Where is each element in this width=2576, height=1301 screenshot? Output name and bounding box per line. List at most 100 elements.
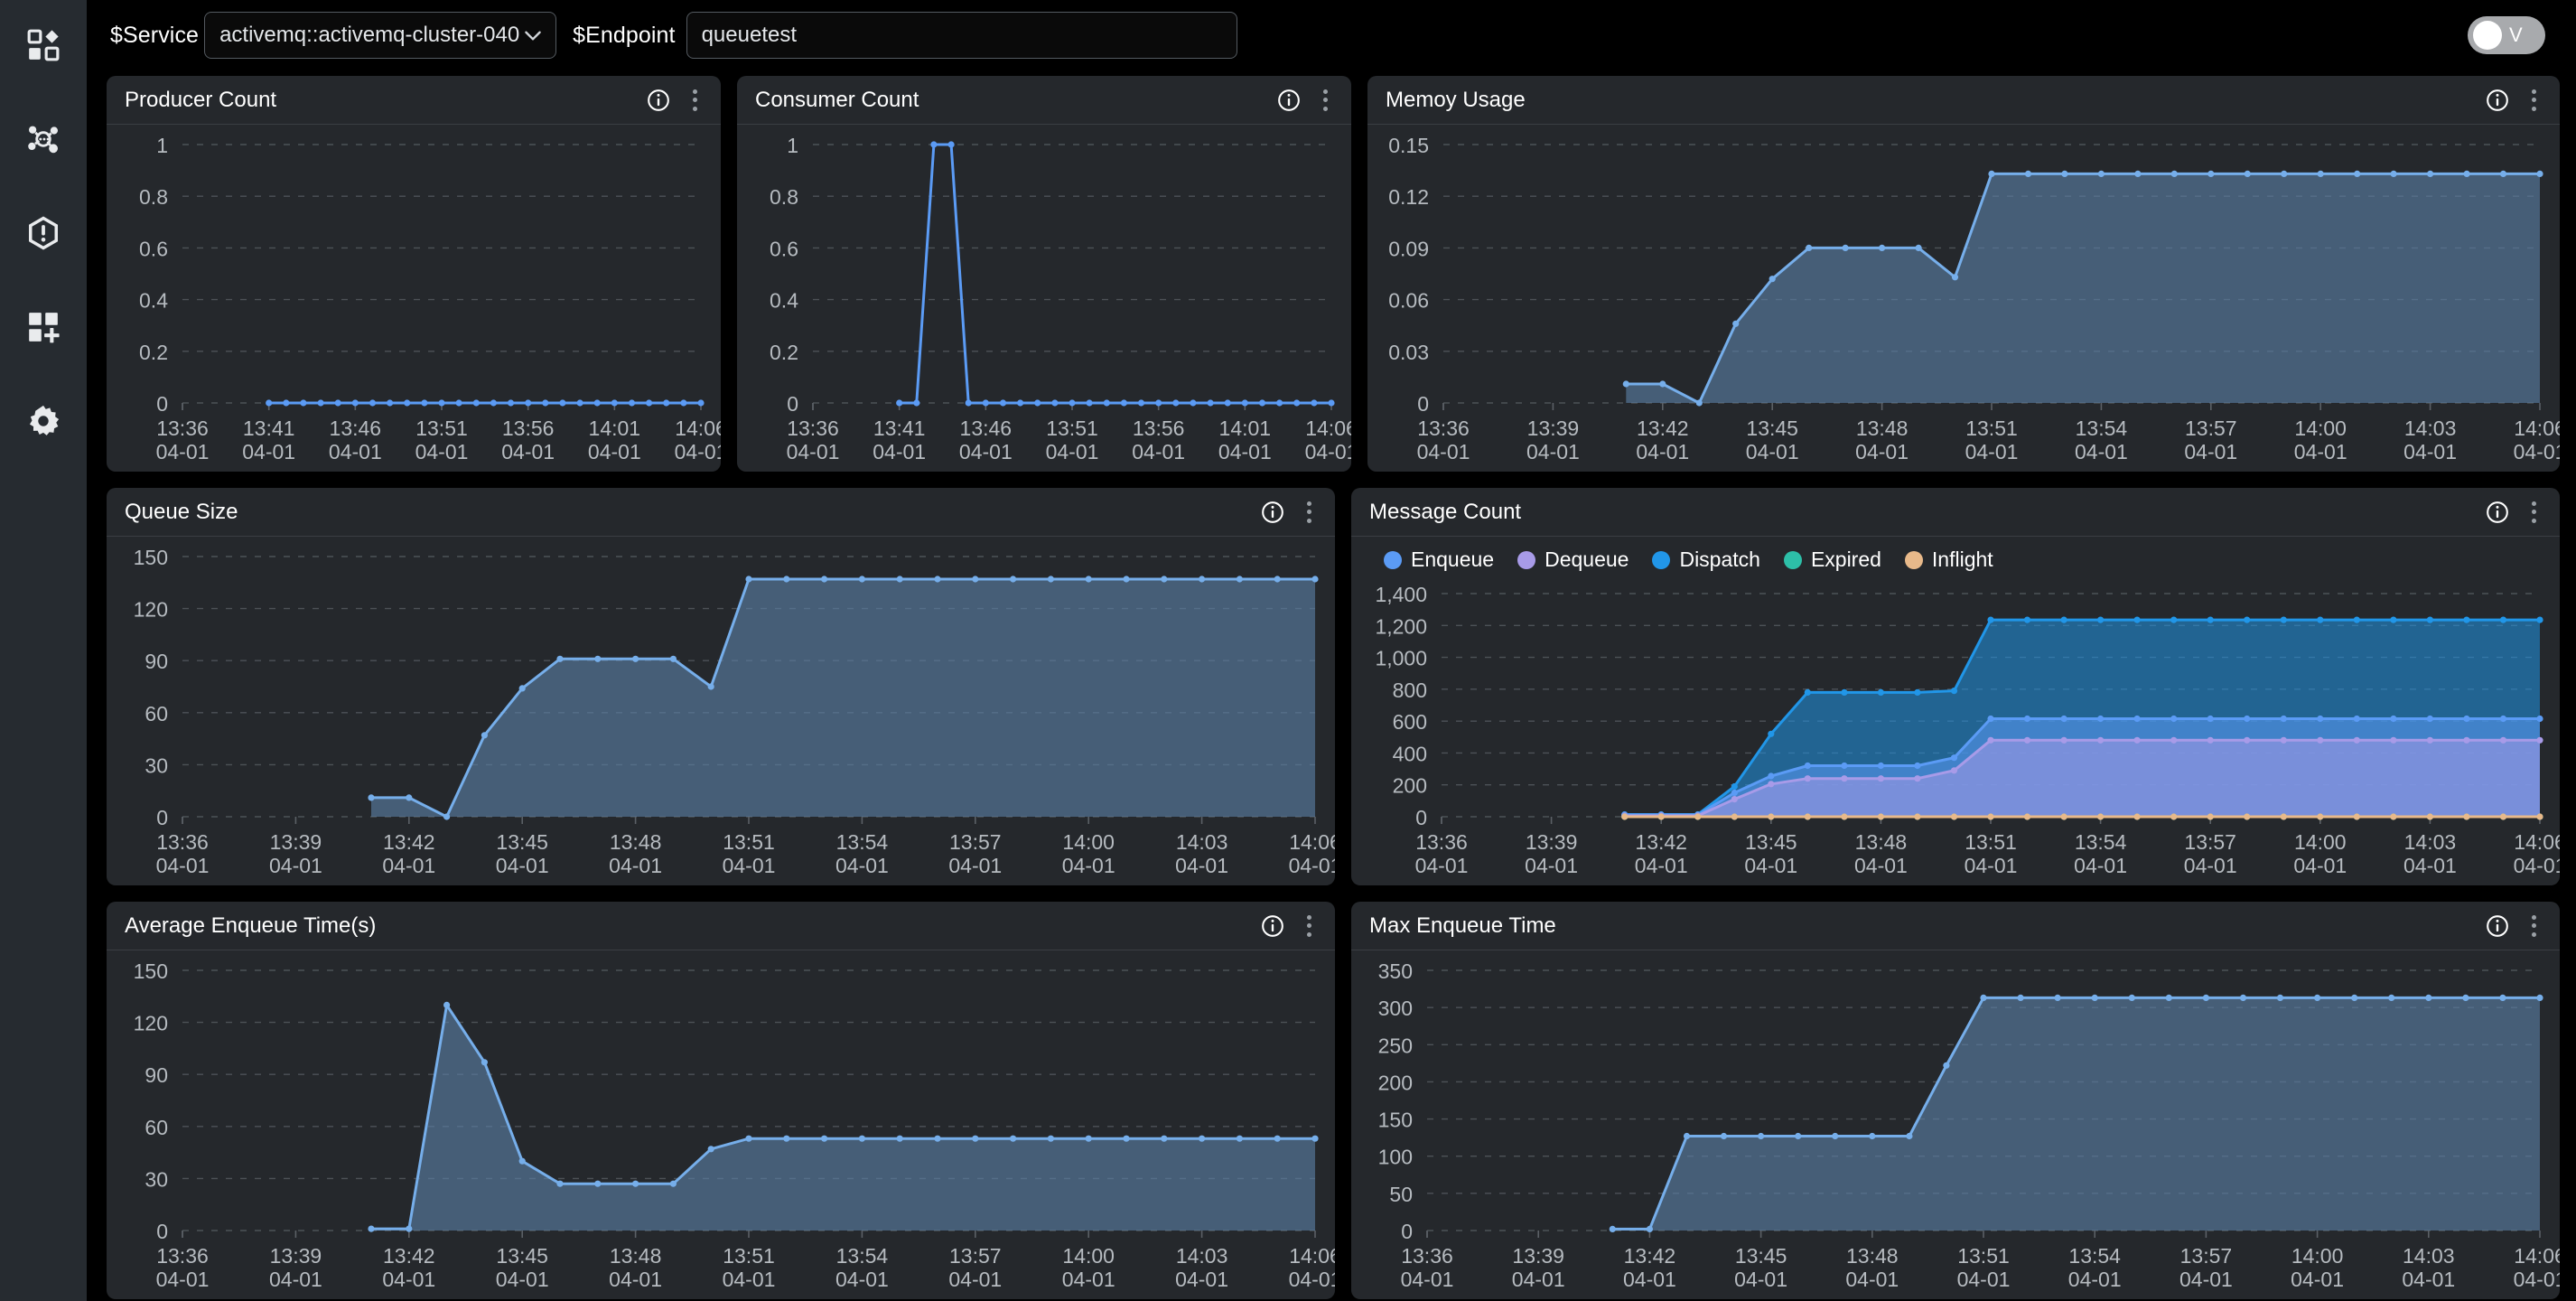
sidebar-item-settings[interactable] xyxy=(20,399,67,446)
panel-header: Producer Count xyxy=(107,76,721,125)
svg-text:04-01: 04-01 xyxy=(1401,1268,1454,1291)
svg-text:04-01: 04-01 xyxy=(242,440,295,463)
svg-text:0.2: 0.2 xyxy=(139,341,168,364)
svg-text:13:39: 13:39 xyxy=(1527,417,1580,440)
endpoint-variable-label: $Endpoint xyxy=(573,22,676,48)
legend-item-expired[interactable]: Expired xyxy=(1783,548,1881,572)
info-icon[interactable] xyxy=(2486,89,2509,112)
info-icon[interactable] xyxy=(1261,914,1284,938)
service-select[interactable]: activemq::activemq-cluster-040 xyxy=(204,12,557,59)
info-icon[interactable] xyxy=(2486,501,2509,524)
panel-header-actions xyxy=(2486,499,2543,526)
chart-consumer-count[interactable]: 0 0.2 0.4 0.6 0.8 1 13:36 04-01 13:41 04-01 13:46 0… xyxy=(737,125,1351,472)
chart-queue-size[interactable]: 0 30 60 90 120 150 13:36 04-01 13:39 04-01 13:42 04… xyxy=(107,537,1335,885)
svg-text:04-01: 04-01 xyxy=(723,1268,776,1291)
svg-text:04-01: 04-01 xyxy=(382,1268,435,1291)
sidebar-item-add-widget[interactable] xyxy=(20,305,67,352)
panel-header: Max Enqueue Time xyxy=(1351,902,2560,950)
svg-text:13:39: 13:39 xyxy=(1512,1244,1564,1268)
svg-text:13:56: 13:56 xyxy=(502,417,555,440)
svg-text:100: 100 xyxy=(1378,1146,1413,1169)
panel-menu-icon[interactable] xyxy=(685,87,705,114)
panel-header-actions xyxy=(647,87,705,114)
svg-text:0.6: 0.6 xyxy=(139,237,168,260)
svg-text:13:48: 13:48 xyxy=(1856,417,1909,440)
panel-header-actions xyxy=(1261,913,1319,940)
legend-label: Dequeue xyxy=(1545,548,1629,571)
svg-text:90: 90 xyxy=(145,1063,168,1087)
alert-hexagon-icon xyxy=(26,216,61,255)
dashboard-row-3: Average Enqueue Time(s) 0 30 60 90 120 150 13:… xyxy=(107,902,2560,1299)
panel-header: Consumer Count xyxy=(737,76,1351,125)
info-icon[interactable] xyxy=(1277,89,1301,112)
view-mode-toggle[interactable]: V xyxy=(2468,16,2545,54)
svg-text:04-01: 04-01 xyxy=(609,854,662,877)
svg-text:04-01: 04-01 xyxy=(588,440,641,463)
svg-text:0.8: 0.8 xyxy=(770,185,798,209)
svg-text:300: 300 xyxy=(1378,997,1413,1020)
svg-text:600: 600 xyxy=(1393,710,1427,734)
svg-text:14:06: 14:06 xyxy=(675,417,721,440)
svg-text:14:00: 14:00 xyxy=(1062,1244,1115,1268)
svg-text:04-01: 04-01 xyxy=(1512,1268,1565,1291)
sidebar xyxy=(0,0,87,1301)
svg-text:60: 60 xyxy=(145,702,168,725)
dashboard-grid: Producer Count 0 0.2 0.4 0.6 0.8 1 13:36 04-01 1… xyxy=(87,70,2576,1301)
svg-text:13:45: 13:45 xyxy=(496,830,548,854)
svg-text:04-01: 04-01 xyxy=(1062,1268,1115,1291)
legend-color-swatch xyxy=(1517,550,1536,569)
svg-text:04-01: 04-01 xyxy=(1965,440,2019,463)
chart-message-count[interactable]: 0 200 400 600 800 1,000 1,200 1,400 13:36 04-01 13… xyxy=(1351,574,2560,885)
svg-text:04-01: 04-01 xyxy=(1623,1268,1676,1291)
svg-text:14:03: 14:03 xyxy=(2404,417,2457,440)
panel-menu-icon[interactable] xyxy=(2524,87,2543,114)
svg-text:0.6: 0.6 xyxy=(770,237,798,260)
svg-text:04-01: 04-01 xyxy=(609,1268,662,1291)
svg-text:04-01: 04-01 xyxy=(2075,440,2128,463)
endpoint-input[interactable] xyxy=(701,23,1222,48)
panel-memory-usage: Memoy Usage 0 0.03 0.06 0.09 0.12 0.15 13:36 04… xyxy=(1367,76,2560,472)
svg-text:14:03: 14:03 xyxy=(2404,830,2457,854)
chart-average-enqueue-time[interactable]: 0 30 60 90 120 150 13:36 04-01 13:39 04-01 13:42 04… xyxy=(107,950,1335,1299)
panel-menu-icon[interactable] xyxy=(1299,499,1319,526)
sidebar-item-alarm[interactable] xyxy=(20,211,67,258)
svg-text:04-01: 04-01 xyxy=(1965,854,2018,877)
svg-text:13:54: 13:54 xyxy=(2075,830,2127,854)
panel-title: Producer Count xyxy=(125,87,277,112)
legend-item-dequeue[interactable]: Dequeue xyxy=(1517,548,1629,572)
legend-item-dispatch[interactable]: Dispatch xyxy=(1652,548,1760,572)
svg-text:04-01: 04-01 xyxy=(156,854,210,877)
svg-text:14:00: 14:00 xyxy=(2294,417,2347,440)
svg-text:0: 0 xyxy=(156,1220,168,1243)
svg-text:04-01: 04-01 xyxy=(873,440,926,463)
svg-text:13:48: 13:48 xyxy=(610,830,662,854)
panel-menu-icon[interactable] xyxy=(2524,913,2543,940)
panel-menu-icon[interactable] xyxy=(1315,87,1335,114)
sidebar-item-topology[interactable] xyxy=(20,117,67,164)
info-icon[interactable] xyxy=(1261,501,1284,524)
sidebar-item-dashboard[interactable] xyxy=(20,23,67,70)
panel-menu-icon[interactable] xyxy=(2524,499,2543,526)
svg-text:0.06: 0.06 xyxy=(1388,289,1429,313)
svg-text:13:41: 13:41 xyxy=(243,417,295,440)
svg-text:04-01: 04-01 xyxy=(1744,854,1797,877)
chart-max-enqueue-time[interactable]: 0 50 100 150 200 250 300 350 13:36 04-01 13:39 04-0… xyxy=(1351,950,2560,1299)
svg-text:04-01: 04-01 xyxy=(948,1268,1002,1291)
panel-header: Queue Size xyxy=(107,488,1335,537)
chart-memory-usage[interactable]: 0 0.03 0.06 0.09 0.12 0.15 13:36 04-01 13:39 04-0… xyxy=(1367,125,2560,472)
legend-color-swatch xyxy=(1904,550,1923,569)
chart-producer-count[interactable]: 0 0.2 0.4 0.6 0.8 1 13:36 04-01 13:41 04-01 13:46 0… xyxy=(107,125,721,472)
info-icon[interactable] xyxy=(647,89,670,112)
panel-header: Message Count xyxy=(1351,488,2560,537)
panel-menu-icon[interactable] xyxy=(1299,913,1319,940)
info-icon[interactable] xyxy=(2486,914,2509,938)
legend-item-inflight[interactable]: Inflight xyxy=(1904,548,1993,572)
svg-text:04-01: 04-01 xyxy=(1305,440,1351,463)
endpoint-input-wrapper[interactable] xyxy=(686,12,1237,59)
svg-text:04-01: 04-01 xyxy=(1415,854,1469,877)
svg-text:13:51: 13:51 xyxy=(415,417,468,440)
legend-item-enqueue[interactable]: Enqueue xyxy=(1384,548,1494,572)
svg-text:14:06: 14:06 xyxy=(1289,830,1335,854)
svg-text:13:45: 13:45 xyxy=(1745,830,1797,854)
svg-text:04-01: 04-01 xyxy=(1734,1268,1787,1291)
